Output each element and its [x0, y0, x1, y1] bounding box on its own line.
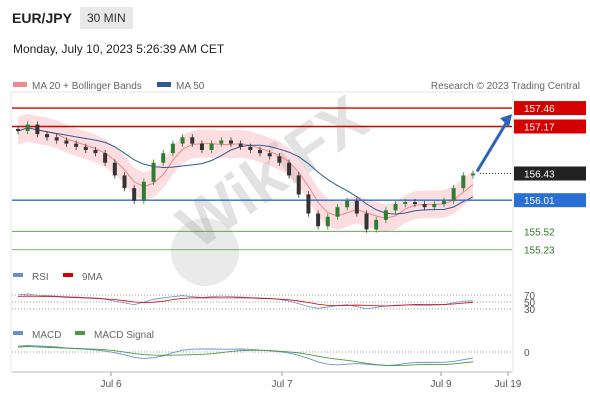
rsi-level-label-50: 50 [524, 298, 536, 309]
rsi-level-label-30: 30 [524, 305, 536, 316]
candle-body [132, 188, 137, 201]
candle-body [316, 213, 321, 227]
forecast-arrow [475, 119, 510, 173]
chart-header: EUR/JPY 30 MIN [0, 0, 590, 38]
candle-body [35, 124, 40, 135]
x-tick-label-0: Jul 6 [100, 379, 122, 390]
candle-body [54, 137, 59, 141]
candle-body [45, 134, 50, 138]
ma20-legend-swatch [13, 82, 27, 87]
last-price-label: 156.43 [524, 170, 555, 181]
chart-datetime: Monday, July 10, 2023 5:26:39 AM CET [13, 42, 225, 56]
candle-body [209, 143, 214, 150]
candle-body [74, 143, 79, 147]
candle-body [151, 162, 156, 182]
ma50-legend-swatch [157, 82, 171, 87]
candle-body [412, 202, 417, 204]
pivot-label-box-3 [514, 193, 586, 208]
rsi-line [17, 293, 474, 310]
bollinger-band [18, 113, 473, 233]
ma20-line [17, 127, 474, 219]
x-tick-label-3: Jul 19 [495, 379, 522, 390]
candle-body [335, 207, 340, 217]
candle-body [190, 137, 195, 144]
forecast-arrowhead [500, 114, 512, 128]
candle-body [16, 129, 20, 131]
candle-body [161, 153, 166, 163]
candle-body [451, 188, 456, 201]
macd-signal-line [17, 346, 474, 366]
candle-body [83, 146, 88, 150]
candle-body [141, 181, 146, 201]
candle-body [219, 140, 224, 144]
candle-body [393, 204, 398, 211]
resistance-label-1: 157.17 [524, 122, 555, 133]
macd-legend-label: MACD [32, 330, 61, 341]
macd-zero-label: 0 [524, 348, 530, 359]
candle-body [422, 204, 427, 208]
macd-line [17, 345, 474, 366]
candle-body [296, 175, 301, 195]
rsi-legend-swatch [13, 273, 23, 277]
candle-body [93, 150, 98, 154]
support-label-5: 155.23 [524, 246, 555, 257]
x-tick-label-2: Jul 9 [430, 379, 452, 390]
candle-body [461, 175, 466, 189]
candle-body [170, 143, 175, 154]
ma50-legend-label: MA 50 [176, 81, 205, 92]
candle-body [103, 153, 108, 163]
candle-body [267, 153, 272, 157]
candle-body [287, 162, 292, 176]
candle-body [248, 146, 253, 150]
candle-body [258, 150, 263, 154]
macd-signal-legend-swatch [75, 331, 85, 335]
resistance-label-box-1 [514, 119, 586, 134]
rsi-level-label-70: 70 [524, 291, 536, 302]
candle-body [277, 156, 282, 163]
candle-body [199, 143, 204, 150]
last-price-label-box [514, 166, 586, 181]
candle-body [364, 213, 369, 230]
rsi9ma-legend-label: 9MA [82, 272, 103, 283]
candle-body [64, 140, 69, 144]
candle-body [374, 219, 379, 230]
macd-legend-swatch [13, 331, 23, 335]
pivot-label-3: 156.01 [524, 196, 555, 207]
resistance-label-0: 157.46 [524, 104, 555, 115]
candle-body [354, 200, 359, 214]
candle-body [122, 175, 127, 189]
support-label-4: 155.52 [524, 227, 555, 238]
x-tick-label-1: Jul 7 [271, 379, 293, 390]
candle-body [383, 210, 388, 220]
credit-text: Research © 2023 Trading Central [431, 81, 580, 92]
candle-body [306, 194, 311, 214]
candle-body [238, 143, 243, 147]
candle-body [180, 137, 185, 144]
candle-body [432, 204, 437, 208]
macd-signal-legend-label: MACD Signal [94, 330, 154, 341]
candle-body [25, 124, 30, 131]
candle-body [112, 162, 117, 176]
candle-body [345, 200, 350, 208]
resistance-label-box-0 [514, 101, 586, 116]
rsi-9ma-line [17, 295, 474, 307]
candle-body [471, 173, 475, 176]
rsi9ma-legend-swatch [63, 273, 73, 277]
currency-pair: EUR/JPY [12, 10, 72, 26]
candle-body [441, 200, 446, 204]
timeframe-button[interactable]: 30 MIN [80, 7, 133, 29]
ma50-line [17, 127, 474, 215]
rsi-legend-label: RSI [32, 272, 49, 283]
candle-body [325, 216, 330, 227]
watermark-logo [171, 218, 239, 286]
candle-body [403, 202, 408, 204]
ma20-legend-label: MA 20 + Bollinger Bands [32, 81, 142, 92]
candle-body [228, 140, 233, 144]
